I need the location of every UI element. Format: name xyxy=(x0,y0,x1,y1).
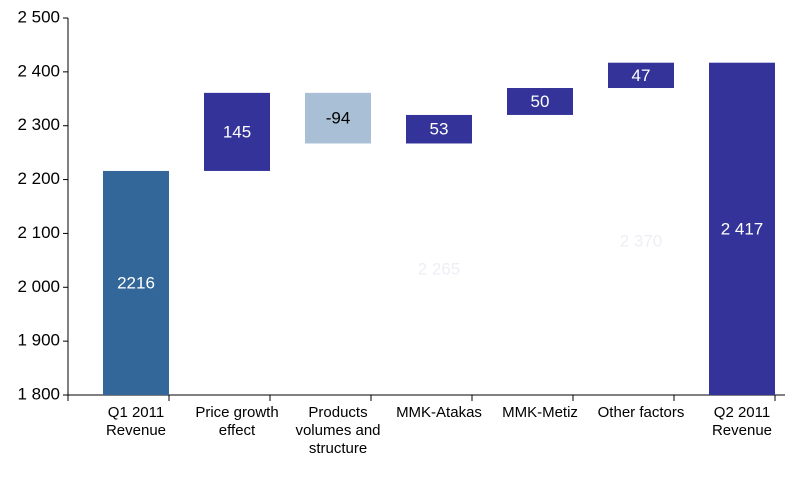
bar xyxy=(507,88,573,115)
y-tick-label: 1 900 xyxy=(17,331,60,350)
y-tick-label: 1 800 xyxy=(17,384,60,403)
value-label: 145 xyxy=(223,122,251,141)
value-label: 50 xyxy=(531,92,550,111)
bar xyxy=(305,92,371,144)
x-tick-label: Other factors xyxy=(597,404,685,421)
bar xyxy=(406,114,472,144)
bar xyxy=(103,170,169,395)
faint-label: 2 265 xyxy=(418,259,461,278)
y-tick-label: 2 100 xyxy=(17,223,60,242)
y-tick-label: 2 500 xyxy=(17,7,60,26)
y-tick-label: 2 200 xyxy=(17,169,60,188)
y-tick-label: 2 000 xyxy=(17,277,60,296)
y-tick-label: 2 400 xyxy=(17,61,60,80)
x-tick-label: Q1 2011 Revenue xyxy=(105,404,167,439)
bar xyxy=(709,62,775,396)
value-label: 47 xyxy=(632,66,651,85)
value-label: 2 417 xyxy=(721,219,764,238)
value-label: -94 xyxy=(326,109,351,128)
x-tick-label: MMK-Metiz xyxy=(502,404,578,421)
y-tick-label: 2 300 xyxy=(17,115,60,134)
bar xyxy=(204,92,270,171)
bar xyxy=(608,62,674,89)
x-tick-label: MMK-Atakas xyxy=(396,404,482,421)
value-label: 53 xyxy=(430,120,449,139)
faint-label: 2 370 xyxy=(620,231,663,250)
x-tick-label: Price growth effect xyxy=(195,404,279,439)
x-tick-label: Q2 2011 Revenue xyxy=(711,404,773,439)
x-tick-label: Products volumes and structure xyxy=(295,404,381,457)
value-label: 2216 xyxy=(117,273,155,292)
